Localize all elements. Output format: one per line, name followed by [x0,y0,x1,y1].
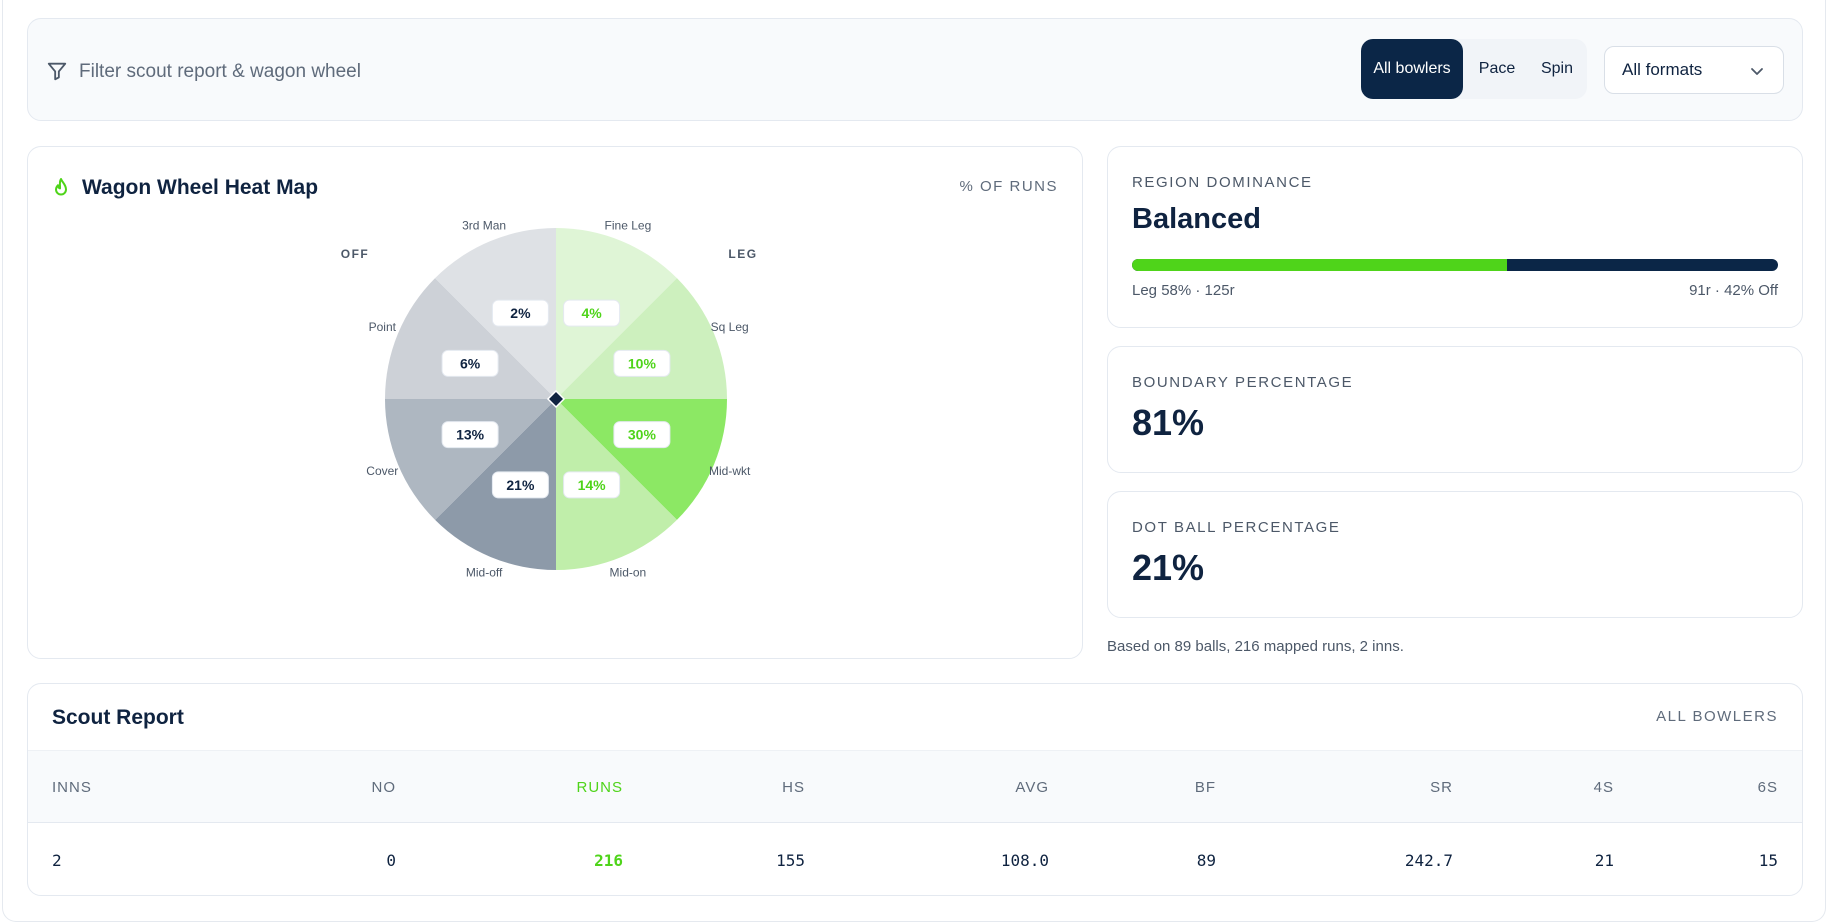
boundary-percentage-value: 81% [1132,402,1205,443]
dominance-leg-caption: Leg 58% · 125r [1132,282,1235,299]
pct-value: 30% [628,427,657,443]
cell-runs: 216 [594,851,623,870]
cell-4s: 21 [1594,851,1614,870]
filter-icon [47,62,67,81]
region-label-mid-wkt: Mid-wkt [709,464,751,478]
dominance-bar-leg-fill [1132,259,1507,271]
pct-pill [563,299,621,327]
region-pct-mid-off: 21% [491,471,549,499]
scout-report-header-row: INNS NO RUNS HS AVG BF SR 4S 6S [28,750,1802,823]
cell-inns: 2 [52,851,62,870]
region-pct-point: 6% [441,349,499,377]
off-side-label: OFF [341,247,370,261]
column-header-hs: HS [782,779,805,796]
wagon-wheel-sector-mid-wkt [556,399,727,520]
boundary-percentage-card: BOUNDARY PERCENTAGE 81% [1107,346,1803,473]
bowler-type-segmented-control: All bowlers Pace Spin [1361,39,1587,99]
chevron-down-icon [1751,68,1763,75]
region-label-cover: Cover [366,464,398,478]
pct-pill [613,421,671,449]
pct-pill [613,349,671,377]
region-dominance-value: Balanced [1132,203,1261,235]
pct-value: 4% [581,305,602,321]
scout-report-title: Scout Report [52,706,184,729]
pct-pill [441,421,499,449]
pct-value: 6% [460,355,481,371]
boundary-percentage-label: BOUNDARY PERCENTAGE [1132,374,1354,391]
cell-6s: 15 [1758,851,1778,870]
format-select[interactable]: All formats [1604,46,1784,94]
wagon-wheel-unit-label: % OF RUNS [959,178,1058,195]
column-header-4s: 4S [1593,779,1614,796]
region-pct-3rd-man: 2% [491,299,549,327]
region-label-3rd-man: 3rd Man [462,218,506,232]
format-select-value: All formats [1622,60,1703,79]
flame-icon [55,178,67,196]
region-label-fine-leg: Fine Leg [605,218,652,232]
region-dominance-label: REGION DOMINANCE [1132,174,1313,191]
dot-ball-percentage-value: 21% [1132,547,1205,588]
region-pct-fine-leg: 4% [563,299,621,327]
cell-bf: 89 [1196,851,1216,870]
batter-marker-icon [546,389,566,409]
wagon-wheel-sector-point [385,278,556,399]
pct-value: 21% [506,477,535,493]
column-header-no: NO [371,779,396,796]
region-pct-cover: 13% [441,421,499,449]
region-pct-sq-leg: 10% [613,349,671,377]
pct-pill [491,471,549,499]
cell-hs: 155 [776,851,805,870]
pct-pill [563,471,621,499]
pct-value: 14% [578,477,607,493]
scout-report-card: Scout Report ALL BOWLERS INNS NO RUNS HS… [27,683,1803,896]
column-header-sr: SR [1430,779,1453,796]
column-header-6s: 6S [1757,779,1778,796]
region-label-point: Point [369,320,397,334]
cell-no: 0 [386,851,396,870]
dot-ball-percentage-card: DOT BALL PERCENTAGE 21% [1107,491,1803,618]
region-label-mid-on: Mid-on [610,566,647,580]
filter-input[interactable]: Filter scout report & wagon wheel [79,61,361,82]
column-header-inns: INNS [52,779,92,796]
region-pct-mid-on: 14% [563,471,621,499]
wagon-wheel-sector-cover [385,399,556,520]
wagon-wheel-card: Wagon Wheel Heat Map % OF RUNS OFF LEG F… [27,146,1083,659]
column-header-bf: BF [1194,779,1216,796]
dominance-off-caption: 91r · 42% Off [1689,282,1778,299]
wagon-wheel-sector-sq-leg [556,278,727,399]
pct-value: 2% [510,305,531,321]
region-label-mid-off: Mid-off [466,566,503,580]
dominance-bar [1132,259,1778,271]
filter-bar: Filter scout report & wagon wheel All bo… [27,18,1803,121]
region-pct-mid-wkt: 30% [613,421,671,449]
cell-sr: 242.7 [1404,851,1453,870]
dot-ball-percentage-label: DOT BALL PERCENTAGE [1132,519,1341,536]
segment-spin[interactable]: Spin [1540,60,1574,77]
pct-value: 13% [456,427,485,443]
sample-size-note: Based on 89 balls, 216 mapped runs, 2 in… [1107,638,1404,655]
column-header-runs: RUNS [576,779,623,796]
segment-pace[interactable]: Pace [1478,60,1516,77]
wagon-wheel-chart: OFF LEG Fine Leg 4% Sq Leg 10% Mid-wkt 30% Mid… [341,218,757,580]
region-dominance-card: REGION DOMINANCE Balanced Leg 58% · 125r… [1107,146,1803,328]
wagon-wheel-title: Wagon Wheel Heat Map [82,176,319,199]
pct-pill [491,299,549,327]
region-label-sq-leg: Sq Leg [711,320,749,334]
pct-value: 10% [628,355,657,371]
leg-side-label: LEG [728,247,757,261]
column-header-avg: AVG [1015,779,1049,796]
scout-report-bowler-filter: ALL BOWLERS [1656,708,1778,725]
cell-avg: 108.0 [1000,851,1049,870]
pct-pill [441,349,499,377]
segment-all-bowlers[interactable]: All bowlers [1361,39,1463,99]
